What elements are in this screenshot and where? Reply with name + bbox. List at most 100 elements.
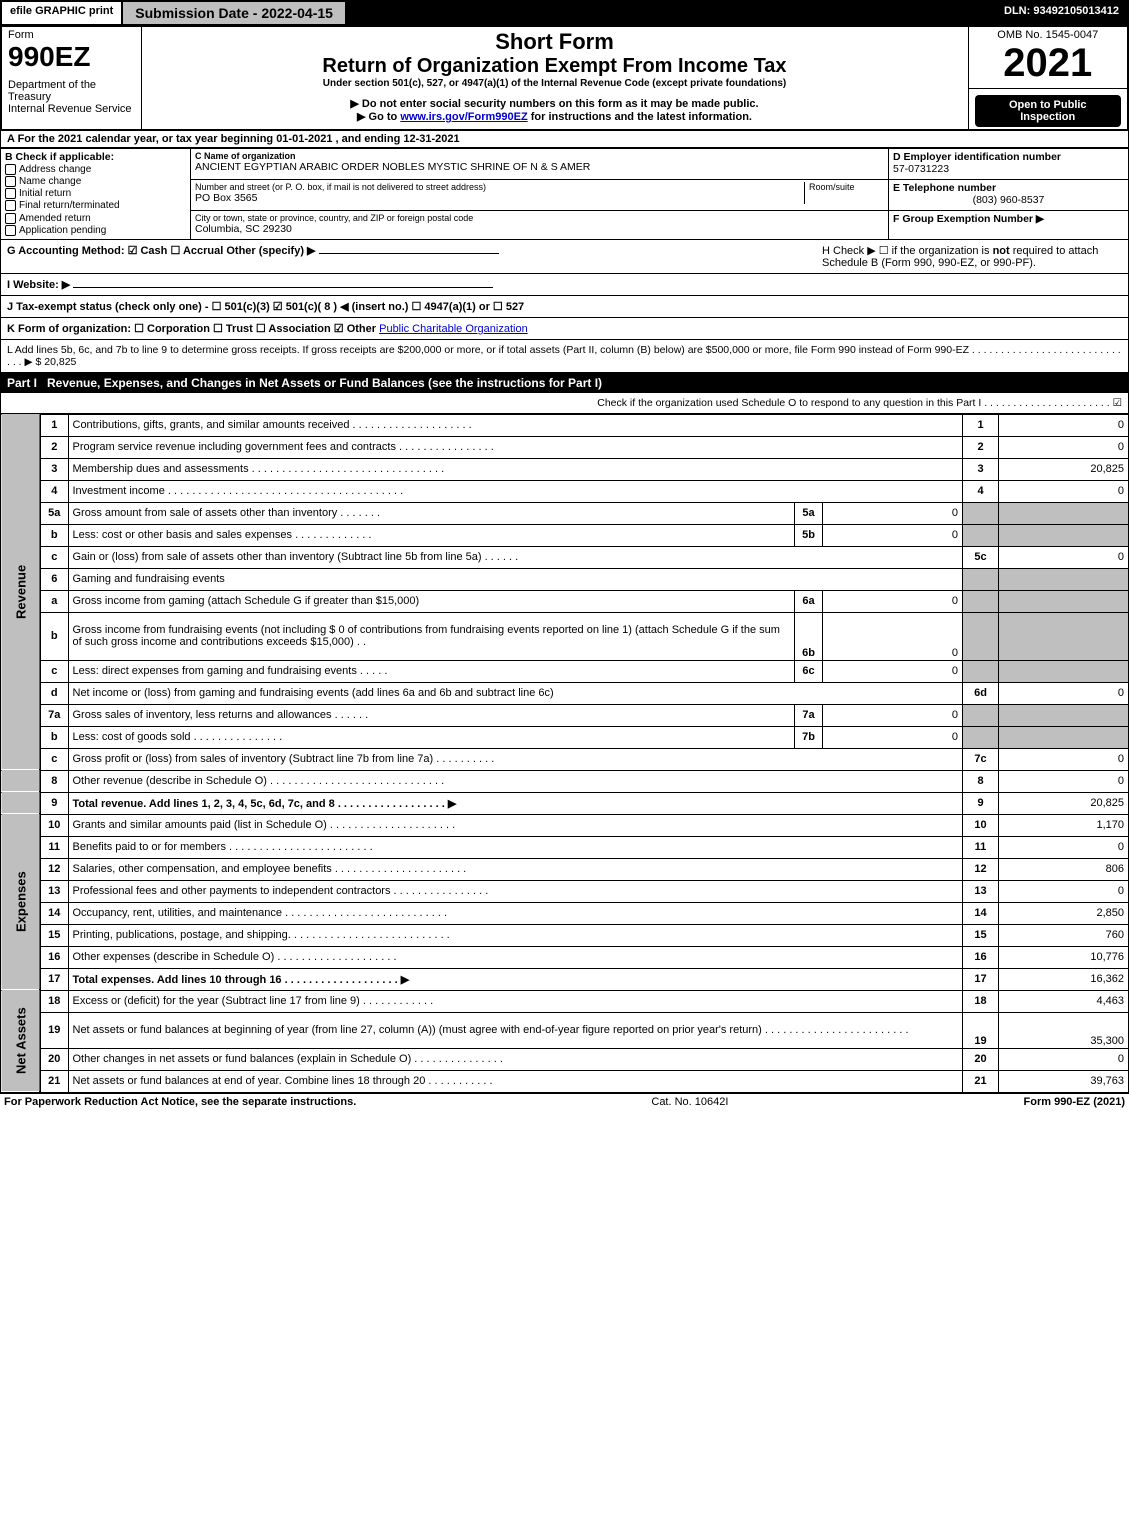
line-val: 10,776 [999, 946, 1129, 968]
line-ref: 2 [963, 436, 999, 458]
line-ref: 20 [963, 1048, 999, 1070]
room-suite-label: Room/suite [804, 182, 884, 204]
line-num: 4 [40, 480, 68, 502]
line-num: b [40, 612, 68, 660]
org-name: ANCIENT EGYPTIAN ARABIC ORDER NOBLES MYS… [195, 161, 884, 173]
sub-val: 0 [823, 726, 963, 748]
org-address: PO Box 3565 [195, 192, 804, 204]
line-desc: Gaming and fundraising events [68, 568, 963, 590]
line-val: 35,300 [999, 1012, 1129, 1048]
line-desc: Excess or (deficit) for the year (Subtra… [68, 990, 963, 1012]
under-section: Under section 501(c), 527, or 4947(a)(1)… [148, 78, 962, 89]
ein-value: 57-0731223 [893, 163, 949, 175]
goto-pre: ▶ Go to [357, 111, 400, 123]
k-pre: K Form of organization: ☐ Corporation ☐ … [7, 323, 379, 335]
line-desc: Net assets or fund balances at beginning… [68, 1012, 963, 1048]
boxc-city-label: City or town, state or province, country… [195, 213, 884, 223]
boxd-label: D Employer identification number [893, 151, 1061, 163]
line-ref: 15 [963, 924, 999, 946]
footer-mid: Cat. No. 10642I [651, 1096, 728, 1108]
line-desc: Gross profit or (loss) from sales of inv… [68, 748, 963, 770]
spacer [1, 792, 41, 814]
topbar-spacer [347, 2, 996, 24]
efile-print-label[interactable]: efile GRAPHIC print [2, 2, 123, 24]
sub-val: 0 [823, 502, 963, 524]
line-desc: Less: direct expenses from gaming and fu… [68, 660, 795, 682]
goto-post: for instructions and the latest informat… [528, 111, 752, 123]
chk-initial-return[interactable]: Initial return [5, 188, 186, 199]
section-a: A For the 2021 calendar year, or tax yea… [0, 131, 1129, 148]
revenue-table: Revenue 1Contributions, gifts, grants, a… [0, 414, 1129, 1093]
i-website-label: I Website: ▶ [7, 279, 73, 291]
line-num: 21 [40, 1070, 68, 1092]
sub-ref: 6c [795, 660, 823, 682]
goto-link[interactable]: www.irs.gov/Form990EZ [400, 111, 527, 123]
line-desc: Net assets or fund balances at end of ye… [68, 1070, 963, 1092]
gray-cell [999, 568, 1129, 590]
line-desc: Gross income from gaming (attach Schedul… [68, 590, 795, 612]
line-ref: 3 [963, 458, 999, 480]
line-val: 4,463 [999, 990, 1129, 1012]
line-desc: Gross sales of inventory, less returns a… [68, 704, 795, 726]
chk-label: Amended return [19, 213, 91, 224]
form-label: Form [8, 29, 135, 41]
line-val: 2,850 [999, 902, 1129, 924]
boxb-label: B Check if applicable: [5, 151, 114, 163]
line-val: 1,170 [999, 814, 1129, 836]
spacer [1, 770, 41, 792]
g-h-line: G Accounting Method: ☑ Cash ☐ Accrual Ot… [0, 240, 1129, 274]
sub-val: 0 [823, 590, 963, 612]
chk-final-return[interactable]: Final return/terminated [5, 200, 186, 211]
line-val: 0 [999, 480, 1129, 502]
line-num: 5a [40, 502, 68, 524]
line-desc: Occupancy, rent, utilities, and maintena… [68, 902, 963, 924]
footer-left: For Paperwork Reduction Act Notice, see … [4, 1096, 356, 1108]
line-val: 760 [999, 924, 1129, 946]
sub-ref: 7b [795, 726, 823, 748]
line-ref: 1 [963, 414, 999, 436]
line-num: 16 [40, 946, 68, 968]
line-val: 0 [999, 836, 1129, 858]
chk-application-pending[interactable]: Application pending [5, 225, 186, 236]
line-desc: Total revenue. Add lines 1, 2, 3, 4, 5c,… [68, 792, 963, 814]
gray-cell [999, 726, 1129, 748]
gray-cell [963, 612, 999, 660]
line-ref: 7c [963, 748, 999, 770]
chk-address-change[interactable]: Address change [5, 164, 186, 175]
form-header: Form 990EZ Department of the Treasury In… [0, 26, 1129, 131]
main-title: Return of Organization Exempt From Incom… [148, 55, 962, 78]
chk-label: Final return/terminated [19, 201, 120, 212]
line-desc: Salaries, other compensation, and employ… [68, 858, 963, 880]
irs-label: Internal Revenue Service [8, 103, 135, 115]
line-ref: 21 [963, 1070, 999, 1092]
gray-cell [999, 704, 1129, 726]
gray-cell [963, 704, 999, 726]
line-desc: Other changes in net assets or fund bala… [68, 1048, 963, 1070]
chk-label: Address change [19, 164, 91, 175]
line-desc: Membership dues and assessments . . . . … [68, 458, 963, 480]
line-val: 0 [999, 414, 1129, 436]
chk-amended-return[interactable]: Amended return [5, 213, 186, 224]
i-line: I Website: ▶ [0, 274, 1129, 296]
line-val: 16,362 [999, 968, 1129, 990]
part-label: Part I [7, 376, 47, 390]
org-city: Columbia, SC 29230 [195, 223, 884, 235]
line-desc: Contributions, gifts, grants, and simila… [68, 414, 963, 436]
line-desc: Less: cost of goods sold . . . . . . . .… [68, 726, 795, 748]
line-desc: Investment income . . . . . . . . . . . … [68, 480, 963, 502]
line-ref: 4 [963, 480, 999, 502]
line-num: a [40, 590, 68, 612]
k-link[interactable]: Public Charitable Organization [379, 323, 528, 335]
line-desc: Total expenses. Add lines 10 through 16 … [68, 968, 963, 990]
gray-cell [963, 524, 999, 546]
line-val: 20,825 [999, 458, 1129, 480]
line-ref: 8 [963, 770, 999, 792]
line-desc: Net income or (loss) from gaming and fun… [68, 682, 963, 704]
line-desc: Other revenue (describe in Schedule O) .… [68, 770, 963, 792]
section-bcdef: B Check if applicable: Address change Na… [0, 148, 1129, 240]
line-desc: Other expenses (describe in Schedule O) … [68, 946, 963, 968]
boxc-name-label: C Name of organization [195, 151, 296, 161]
gray-cell [999, 590, 1129, 612]
chk-name-change[interactable]: Name change [5, 176, 186, 187]
line-ref: 14 [963, 902, 999, 924]
